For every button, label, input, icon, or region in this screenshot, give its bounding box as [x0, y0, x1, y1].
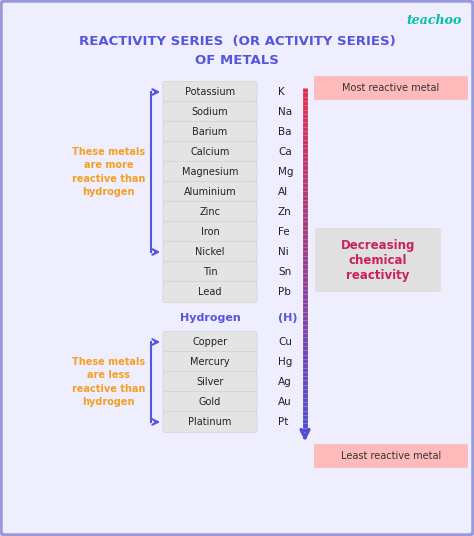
FancyBboxPatch shape — [314, 444, 468, 468]
Text: Ba: Ba — [278, 127, 292, 137]
Text: (H): (H) — [278, 313, 298, 323]
Text: Magnesium: Magnesium — [182, 167, 238, 177]
Text: Zn: Zn — [278, 207, 292, 217]
Text: Hg: Hg — [278, 357, 292, 367]
Text: Least reactive metal: Least reactive metal — [341, 451, 441, 461]
Text: Sodium: Sodium — [191, 107, 228, 117]
FancyBboxPatch shape — [163, 412, 257, 433]
Text: Hydrogen: Hydrogen — [180, 313, 240, 323]
Text: Ag: Ag — [278, 377, 292, 387]
Text: Pb: Pb — [278, 287, 291, 297]
FancyBboxPatch shape — [163, 161, 257, 182]
Text: Nickel: Nickel — [195, 247, 225, 257]
Text: Al: Al — [278, 187, 288, 197]
Text: These metals
are more
reactive than
hydrogen: These metals are more reactive than hydr… — [72, 147, 145, 197]
FancyBboxPatch shape — [163, 221, 257, 242]
Text: Ni: Ni — [278, 247, 289, 257]
Text: Au: Au — [278, 397, 292, 407]
Text: Decreasing
chemical
reactivity: Decreasing chemical reactivity — [341, 239, 415, 281]
Text: Mercury: Mercury — [190, 357, 230, 367]
Text: Lead: Lead — [198, 287, 222, 297]
FancyBboxPatch shape — [163, 262, 257, 282]
Text: Potassium: Potassium — [185, 87, 235, 97]
Text: Fe: Fe — [278, 227, 290, 237]
Text: REACTIVITY SERIES  (OR ACTIVITY SERIES): REACTIVITY SERIES (OR ACTIVITY SERIES) — [79, 35, 395, 48]
Text: Zinc: Zinc — [200, 207, 220, 217]
Text: Pt: Pt — [278, 417, 288, 427]
FancyBboxPatch shape — [163, 242, 257, 263]
Text: teachoo: teachoo — [407, 14, 462, 27]
FancyBboxPatch shape — [163, 391, 257, 413]
Text: Sn: Sn — [278, 267, 291, 277]
Text: Copper: Copper — [192, 337, 228, 347]
FancyBboxPatch shape — [163, 371, 257, 392]
FancyBboxPatch shape — [163, 352, 257, 373]
Text: Gold: Gold — [199, 397, 221, 407]
Text: Barium: Barium — [192, 127, 228, 137]
FancyBboxPatch shape — [163, 122, 257, 143]
Text: Platinum: Platinum — [188, 417, 232, 427]
Text: OF METALS: OF METALS — [195, 54, 279, 66]
Text: Mg: Mg — [278, 167, 293, 177]
FancyBboxPatch shape — [163, 182, 257, 203]
Text: Aluminium: Aluminium — [184, 187, 237, 197]
FancyBboxPatch shape — [163, 202, 257, 222]
Text: Na: Na — [278, 107, 292, 117]
FancyBboxPatch shape — [315, 228, 441, 292]
FancyBboxPatch shape — [163, 101, 257, 123]
Text: Most reactive metal: Most reactive metal — [342, 83, 439, 93]
FancyBboxPatch shape — [163, 81, 257, 102]
Text: These metals
are less
reactive than
hydrogen: These metals are less reactive than hydr… — [72, 357, 145, 407]
FancyBboxPatch shape — [314, 76, 468, 100]
FancyBboxPatch shape — [163, 281, 257, 302]
Text: Silver: Silver — [196, 377, 224, 387]
Text: Cu: Cu — [278, 337, 292, 347]
FancyBboxPatch shape — [163, 331, 257, 353]
Text: Calcium: Calcium — [191, 147, 230, 157]
Text: Ca: Ca — [278, 147, 292, 157]
Text: Iron: Iron — [201, 227, 219, 237]
FancyBboxPatch shape — [163, 142, 257, 162]
Text: Tin: Tin — [203, 267, 217, 277]
Text: K: K — [278, 87, 285, 97]
